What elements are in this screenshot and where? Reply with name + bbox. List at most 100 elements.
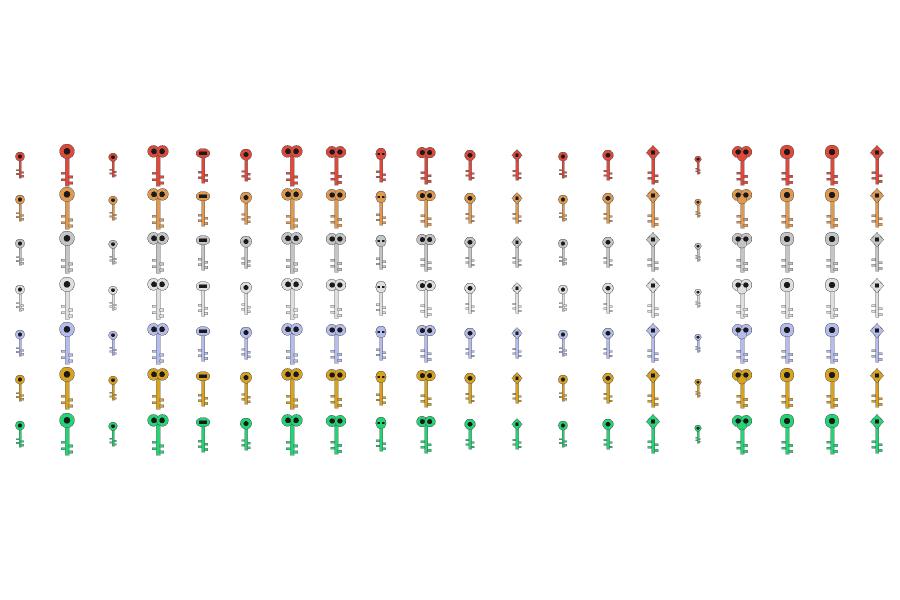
key-sprite [15, 329, 25, 357]
key-tooth [695, 300, 698, 303]
key-hole [828, 235, 836, 243]
key-hole [381, 239, 385, 243]
key-hole [293, 326, 299, 333]
key-hole [651, 419, 655, 424]
key-tooth [197, 440, 202, 443]
key-tooth [470, 259, 475, 262]
key-tooth [204, 306, 209, 310]
key-tooth [465, 257, 470, 259]
key-tooth [197, 171, 202, 174]
key-tooth [286, 215, 291, 218]
key-tooth [113, 397, 117, 400]
key-hole [111, 378, 115, 383]
key-tooth [654, 261, 659, 265]
key-tooth [293, 224, 298, 228]
key-tooth [833, 313, 838, 317]
key-tooth [204, 260, 209, 264]
key-hole [17, 423, 23, 428]
key-hole [377, 375, 381, 379]
key-tooth [470, 215, 475, 218]
key-tooth [833, 261, 838, 265]
key-hole [427, 283, 433, 289]
key-hole [875, 237, 879, 242]
key-tooth [420, 171, 425, 174]
key-tooth [781, 400, 786, 404]
key-tooth [833, 397, 838, 401]
key-sprite [325, 369, 347, 409]
key-sprite [108, 195, 118, 221]
key-sprite [511, 192, 523, 224]
key-sprite [731, 233, 753, 273]
key-hole [696, 157, 700, 161]
key-tooth [246, 446, 251, 449]
key-hole [377, 195, 381, 199]
key-tooth [695, 210, 698, 213]
key-hole [293, 148, 299, 155]
key-sprite [195, 235, 211, 271]
key-tooth [197, 219, 202, 222]
key-tooth [871, 400, 876, 403]
key-tooth [788, 217, 793, 221]
key-tooth [382, 265, 386, 268]
key-tooth [512, 307, 517, 310]
key-tooth [109, 441, 113, 444]
key-hole [419, 328, 425, 334]
key-tooth [376, 353, 380, 356]
key-sprite [147, 368, 169, 410]
key-tooth [337, 403, 342, 407]
key-sprite [375, 147, 387, 183]
key-sprite [779, 187, 795, 229]
key-tooth [20, 258, 24, 261]
key-tooth [382, 447, 386, 450]
key-tooth [204, 222, 209, 225]
key-sprite [147, 232, 169, 274]
key-hole [419, 193, 425, 199]
key-tooth [654, 222, 659, 226]
key-tooth [293, 314, 298, 318]
key-tooth [698, 169, 701, 171]
key-sprite [59, 276, 75, 320]
key-hole [515, 153, 519, 157]
key-tooth [695, 257, 698, 259]
key-hole [419, 237, 425, 243]
key-tooth [559, 216, 563, 218]
key-hole [111, 288, 115, 293]
key-sprite [824, 322, 840, 364]
key-sprite [694, 288, 702, 308]
key-tooth [109, 395, 113, 398]
key-tooth [330, 400, 335, 404]
key-tooth [695, 213, 698, 215]
key-hole [875, 373, 879, 378]
key-tooth [61, 401, 66, 404]
key-tooth [246, 305, 251, 309]
key-tooth [698, 302, 701, 304]
key-tooth [781, 355, 786, 359]
key-hole [293, 417, 299, 424]
key-tooth [337, 261, 342, 265]
key-tooth [246, 395, 251, 399]
key-tooth [204, 173, 209, 177]
key-tooth [647, 349, 652, 352]
key-tooth [654, 397, 659, 401]
key-sprite [824, 277, 840, 319]
key-tooth [878, 267, 883, 270]
key-sprite [108, 330, 118, 356]
key-tooth [204, 442, 209, 446]
key-tooth [698, 171, 701, 174]
key-tooth [826, 171, 831, 175]
key-hole [151, 191, 157, 198]
key-tooth [833, 352, 838, 356]
key-sprite [870, 367, 884, 408]
key-hole [381, 421, 385, 425]
key-sprite [416, 280, 436, 318]
key-tooth [337, 397, 342, 401]
key-hole [605, 421, 611, 427]
key-tooth [736, 264, 741, 268]
key-tooth [420, 355, 425, 358]
key-sprite [416, 190, 436, 228]
key-sprite [464, 236, 476, 268]
key-tooth [382, 216, 386, 219]
key-tooth [743, 358, 748, 362]
key-hole [875, 419, 879, 424]
